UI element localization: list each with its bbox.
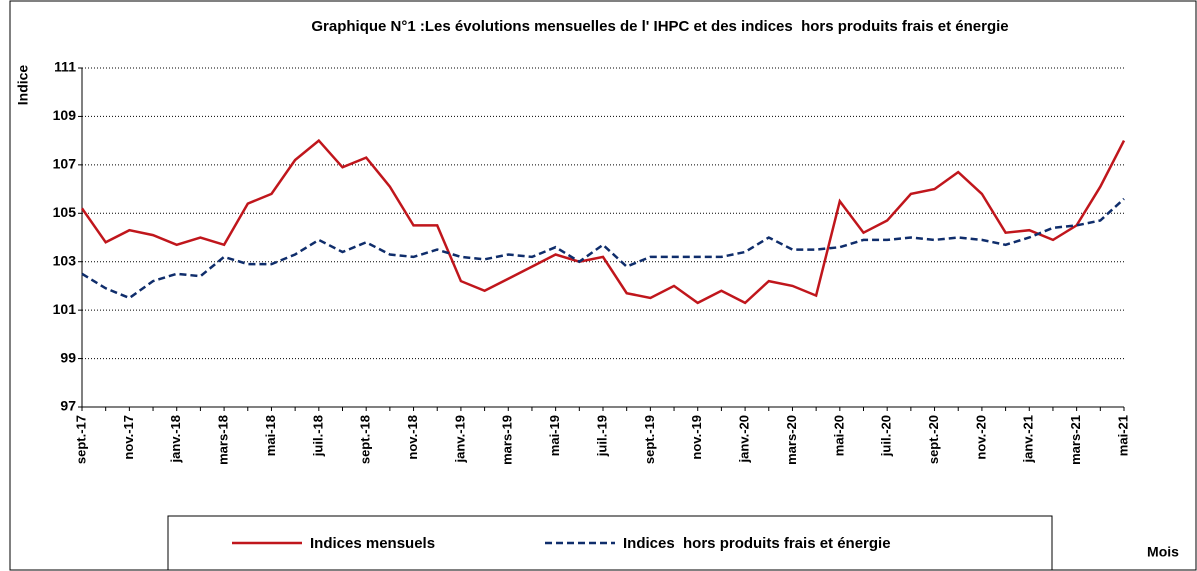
x-tick-label: sept.-20 xyxy=(926,415,941,464)
y-tick-label: 105 xyxy=(53,204,77,220)
series-line xyxy=(81,197,1125,300)
y-tick-label: 109 xyxy=(53,107,77,123)
chart-title: Graphique N°1 :Les évolutions mensuelles… xyxy=(311,18,1009,35)
x-tick-label: nov.-18 xyxy=(405,415,420,460)
chart-frame xyxy=(9,0,1197,571)
x-tick-label: janv.-21 xyxy=(1021,415,1036,463)
x-tick-label: mars-21 xyxy=(1068,415,1083,465)
x-tick-label: nov.-17 xyxy=(121,415,136,460)
x-tick-label: juil.-18 xyxy=(310,415,325,457)
y-tick-label: 97 xyxy=(60,398,76,414)
y-tick-label: 103 xyxy=(53,252,77,268)
x-tick-label: juil.-20 xyxy=(879,415,894,457)
x-tick-label: mai-20 xyxy=(831,415,846,456)
y-tick-label: 111 xyxy=(54,59,76,75)
x-tick-label: sept.-19 xyxy=(642,415,657,464)
x-tick-label: janv.-20 xyxy=(737,415,752,463)
y-tick-label: 107 xyxy=(53,156,77,172)
x-tick-label: sept.-18 xyxy=(358,415,373,464)
x-tick-label: mars-19 xyxy=(500,415,515,465)
x-tick-label: mars-18 xyxy=(216,415,231,465)
x-tick-label: mai-21 xyxy=(1115,415,1130,456)
legend-label: Indices hors produits frais et énergie xyxy=(623,535,891,552)
x-tick-label: mars-20 xyxy=(784,415,799,465)
x-tick-label: nov.-20 xyxy=(973,415,988,460)
x-tick-label: mai-19 xyxy=(547,415,562,456)
y-tick-label: 101 xyxy=(53,301,77,317)
legend-box xyxy=(167,515,1053,571)
x-tick-label: janv.-18 xyxy=(168,415,183,463)
x-tick-label: sept.-17 xyxy=(73,415,88,464)
series-line xyxy=(80,138,1126,305)
y-axis-label: Indice xyxy=(15,65,31,106)
x-tick-label: mai-18 xyxy=(263,415,278,456)
x-tick-label: nov.-19 xyxy=(689,415,704,460)
legend-label: Indices mensuels xyxy=(310,535,435,552)
y-tick-label: 99 xyxy=(60,349,76,365)
x-tick-label: juil.-19 xyxy=(594,415,609,457)
x-axis-label: Mois xyxy=(1147,544,1179,560)
x-tick-label: janv.-19 xyxy=(452,415,467,463)
